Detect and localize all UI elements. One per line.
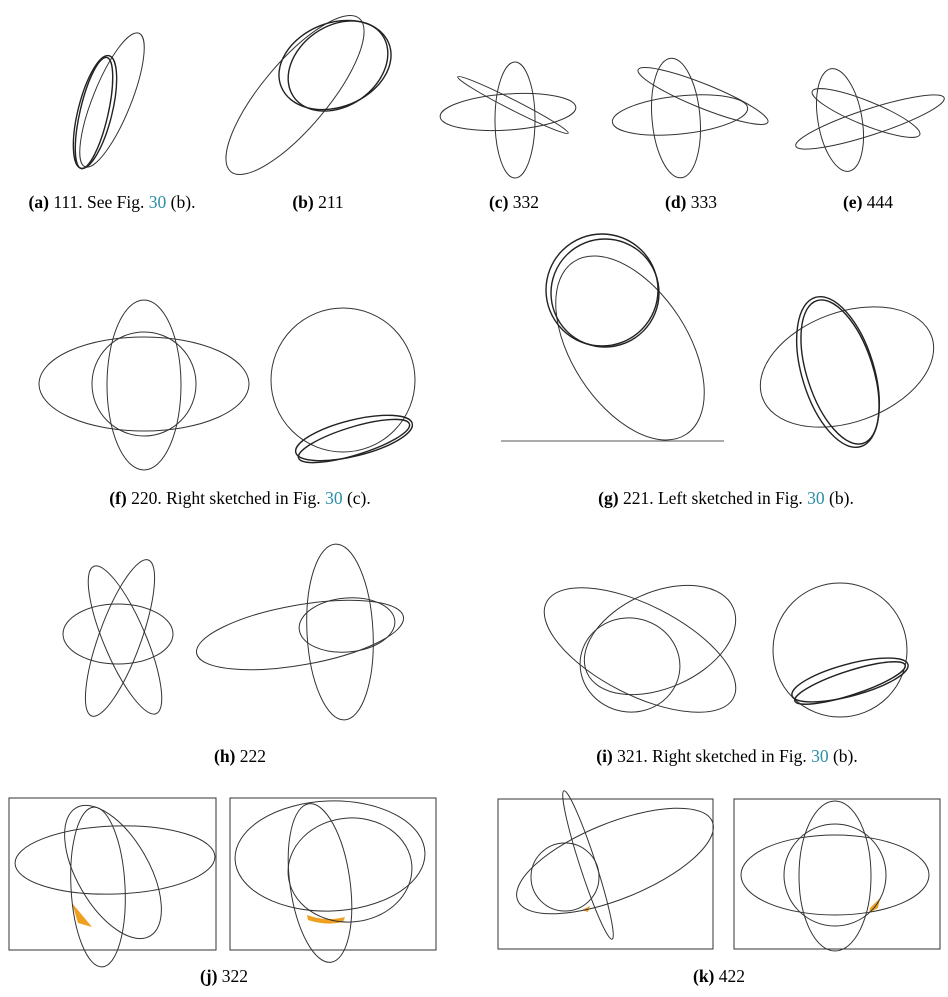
panel-f-right-ellipse-2 <box>297 418 411 464</box>
panel-k-right-frame <box>733 798 941 950</box>
panel-j-right-frame <box>229 797 437 951</box>
panel-c-ellipse-2 <box>494 61 536 179</box>
panel-k-ellipse-2 <box>562 790 614 940</box>
panel-b-ellipse-2 <box>278 19 392 111</box>
caption-i: (i) 321. Right sketched in Fig. 30 (b). <box>596 746 858 766</box>
panel-j-diagram <box>8 797 437 968</box>
panel-b-diagram <box>225 15 392 175</box>
panel-h-right-ellipse-1 <box>195 599 405 671</box>
panel-h-ellipse-3 <box>87 565 163 715</box>
caption-b: (b) 211 <box>292 192 344 212</box>
panel-g-circle-1 <box>545 233 659 347</box>
panel-j-right-ellipse-1 <box>234 800 426 912</box>
panel-k-right-ellipse-1 <box>740 834 930 916</box>
panel-g-right-ellipse-3 <box>800 299 880 445</box>
caption-j: (j) 322 <box>199 966 249 986</box>
panel-f-right-circle <box>270 307 416 453</box>
panel-j-ellipse-2 <box>64 804 162 940</box>
panel-c-ellipse-3 <box>457 76 569 134</box>
panel-k-right-ellipse-2 <box>798 800 872 952</box>
panel-c-diagram <box>439 61 577 179</box>
panel-e-ellipse-1 <box>795 94 945 150</box>
panel-j-highlight-region <box>72 903 92 927</box>
caption-d: (d) 333 <box>664 192 718 212</box>
panel-d-ellipse-2 <box>651 57 701 179</box>
panel-g-right-ellipse-1 <box>759 306 935 428</box>
panel-g-right-ellipse-2 <box>796 295 880 449</box>
panel-c-ellipse-1 <box>439 92 577 132</box>
panel-e-ellipse-3 <box>811 88 921 138</box>
panel-a-ellipse-1 <box>79 32 145 168</box>
panel-g-ellipse-1 <box>555 255 705 441</box>
panel-k-left-frame <box>497 798 714 950</box>
panel-k-right-highlight-region <box>869 898 880 913</box>
panel-g-diagram <box>501 233 935 449</box>
caption-e: (e) 444 <box>842 192 894 212</box>
panel-i-right-ellipse-1 <box>791 657 909 703</box>
caption-h: (h) 222 <box>213 746 267 766</box>
panel-f-right-ellipse-1 <box>294 414 414 462</box>
panel-h-diagram <box>62 543 405 721</box>
fig-ref-link[interactable]: 30 <box>148 192 167 212</box>
panel-f-ellipse-2 <box>106 299 182 471</box>
panel-d-diagram <box>611 57 769 179</box>
panel-j-ellipse-1 <box>14 825 216 895</box>
panel-a-diagram <box>72 32 145 170</box>
caption-f: (f) 220. Right sketched in Fig. 30 (c). <box>109 488 371 508</box>
panel-h-right-ellipse-2 <box>306 543 374 721</box>
panel-i-right-ellipse-2 <box>794 661 906 705</box>
caption-g: (g) 221. Left sketched in Fig. 30 (b). <box>598 488 854 508</box>
panel-e-ellipse-2 <box>816 68 864 172</box>
panel-i-right-circle <box>772 582 908 718</box>
fig-ref-link[interactable]: 30 <box>325 488 343 508</box>
panel-a-ellipse-3 <box>74 56 114 170</box>
panel-k-right-circle <box>783 823 887 927</box>
panel-b-ellipse-3 <box>287 20 389 112</box>
panel-i-ellipse-2 <box>583 584 737 696</box>
panel-j-ellipse-3 <box>70 806 126 968</box>
panel-h-ellipse-1 <box>62 603 174 665</box>
panel-d-ellipse-1 <box>611 94 749 136</box>
panel-i-ellipse-3 <box>579 617 681 713</box>
panel-j-left-frame <box>8 797 217 951</box>
panel-k-ellipse-1 <box>516 807 714 915</box>
panel-i-ellipse-1 <box>543 587 737 713</box>
panel-k-diagram <box>497 790 941 952</box>
panel-b-ellipse-1 <box>225 15 365 175</box>
panel-i-diagram <box>543 582 909 718</box>
caption-a: (a) 111. See Fig. 30 (b). <box>28 192 196 212</box>
panel-h-ellipse-2 <box>84 559 156 717</box>
panel-d-ellipse-3 <box>637 67 769 125</box>
fig-ref-link[interactable]: 30 <box>811 746 829 766</box>
panel-e-diagram <box>795 68 945 172</box>
panel-j-right-ellipse-3 <box>287 817 413 923</box>
fig-ref-link[interactable]: 30 <box>807 488 825 508</box>
caption-c: (c) 332 <box>488 192 540 212</box>
panel-f-ellipse-1 <box>38 336 250 432</box>
panel-g-circle-2 <box>550 238 660 348</box>
panel-f-circle <box>91 331 197 437</box>
panel-h-right-ellipse-3 <box>298 597 396 653</box>
caption-k: (k) 422 <box>692 966 746 986</box>
panel-f-diagram <box>38 299 416 471</box>
panel-k-circle <box>530 842 600 912</box>
